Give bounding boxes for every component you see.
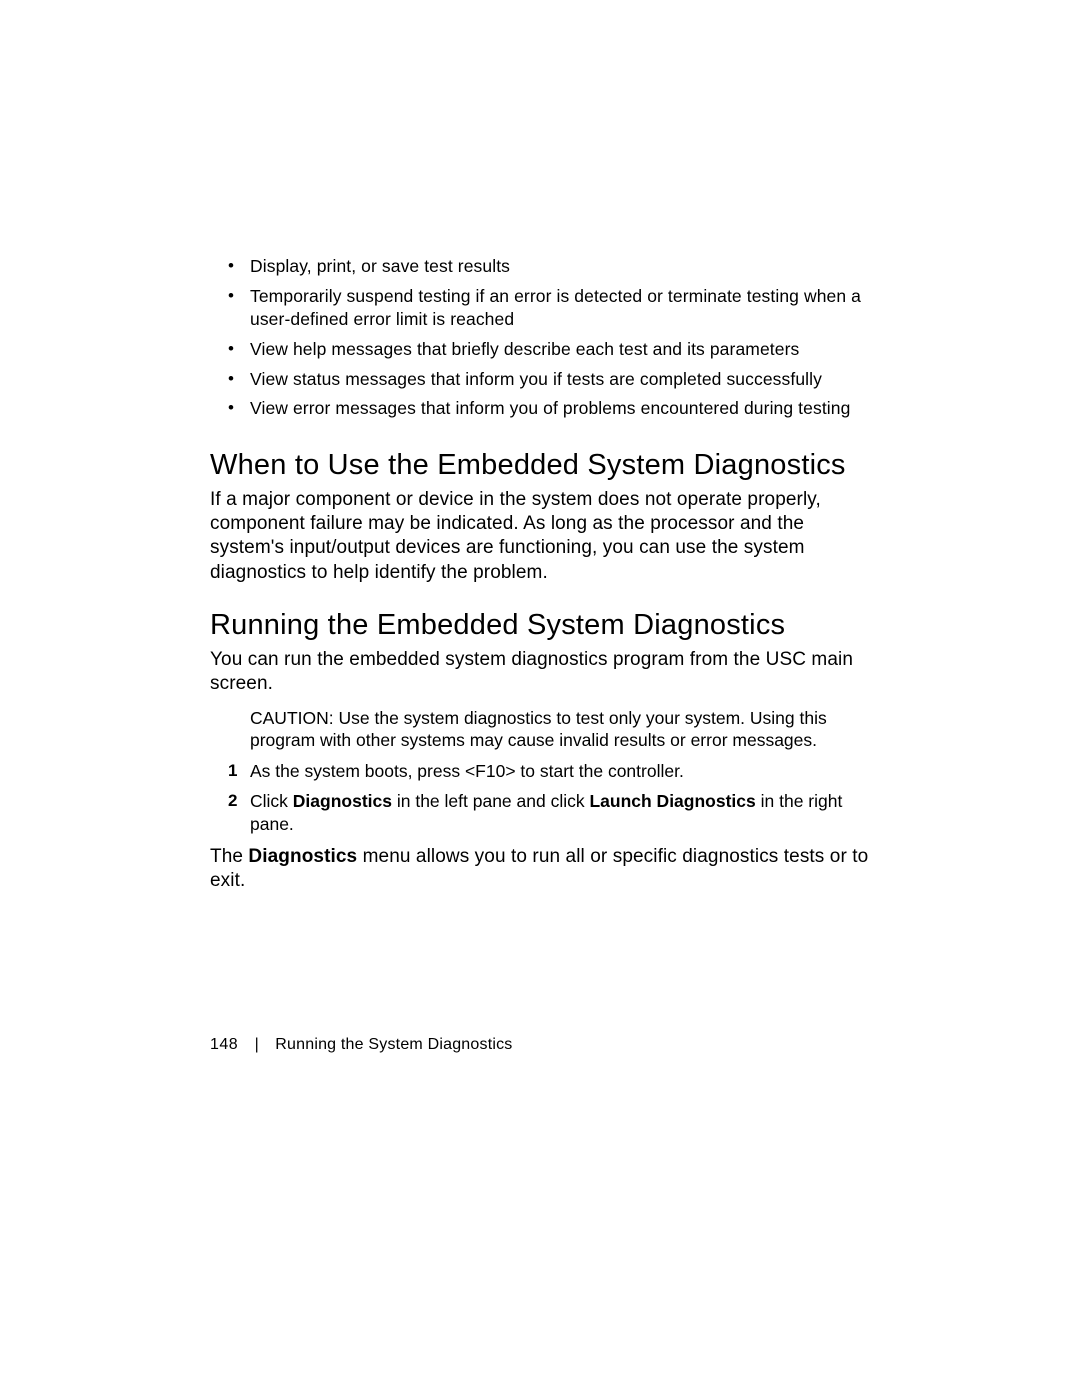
list-item: View error messages that inform you of p… [250,397,870,421]
caution-text: Use the system diagnostics to test only … [250,708,827,751]
document-page: Display, print, or save test results Tem… [0,0,1080,1397]
after-pre: The [210,846,248,867]
list-item: View help messages that briefly describe… [250,338,870,362]
steps-list: As the system boots, press <F10> to star… [210,760,870,837]
footer-separator: | [255,1036,259,1053]
page-footer: 148 | Running the System Diagnostics [210,1036,513,1054]
step-text-pre: Click [250,791,293,811]
after-bold: Diagnostics [248,846,357,867]
list-item-text: View status messages that inform you if … [250,369,822,389]
list-item-text: Display, print, or save test results [250,256,510,276]
list-item: Display, print, or save test results [250,255,870,279]
step-item: Click Diagnostics in the left pane and c… [250,790,870,837]
step-text: As the system boots, press <F10> to star… [250,761,684,781]
feature-list: Display, print, or save test results Tem… [210,255,870,421]
list-item: Temporarily suspend testing if an error … [250,285,870,332]
list-item-text: Temporarily suspend testing if an error … [250,286,861,330]
section-body-running: You can run the embedded system diagnost… [210,648,870,697]
step-text-mid: in the left pane and click [392,791,589,811]
caution-label: CAUTION: [250,708,334,728]
section-heading-when: When to Use the Embedded System Diagnost… [210,449,870,482]
page-number: 148 [210,1036,238,1053]
list-item-text: View error messages that inform you of p… [250,398,850,418]
section-heading-running: Running the Embedded System Diagnostics [210,609,870,642]
section-body-when: If a major component or device in the sy… [210,488,870,585]
after-steps-text: The Diagnostics menu allows you to run a… [210,845,870,894]
list-item: View status messages that inform you if … [250,368,870,392]
list-item-text: View help messages that briefly describe… [250,339,799,359]
footer-title: Running the System Diagnostics [275,1036,512,1053]
step-item: As the system boots, press <F10> to star… [250,760,870,784]
step-bold-1: Diagnostics [293,791,392,811]
caution-note: CAUTION: Use the system diagnostics to t… [250,707,870,753]
step-bold-2: Launch Diagnostics [589,791,755,811]
